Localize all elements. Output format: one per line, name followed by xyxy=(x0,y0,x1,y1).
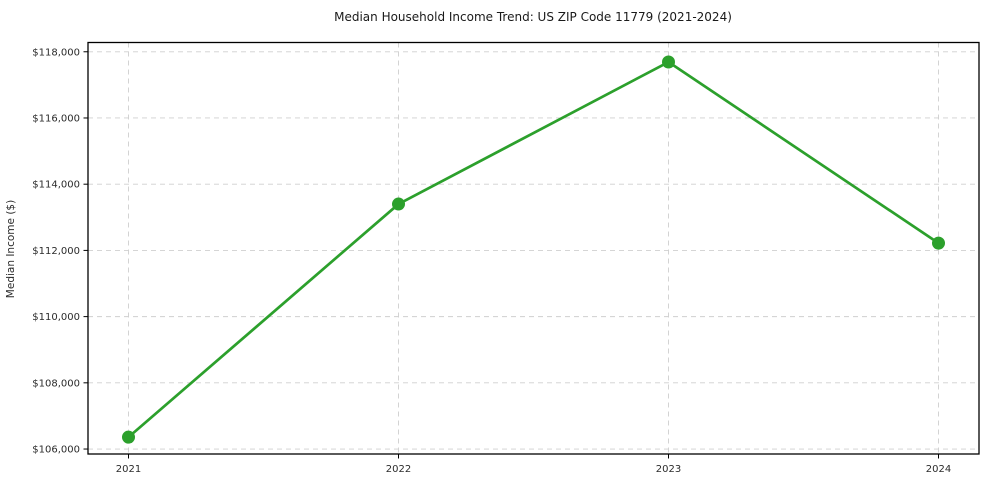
plot-area: $106,000 $108,000 $110,000 $112,000 $114,000… xyxy=(32,41,980,475)
x-tick-label: 2022 xyxy=(386,464,411,475)
data-point-2023 xyxy=(662,55,675,69)
plot-border xyxy=(87,41,980,455)
data-point-2021 xyxy=(122,430,135,444)
income-trend-line xyxy=(127,60,940,439)
data-point-2024 xyxy=(932,236,945,250)
chart-title: Median Household Income Trend: US ZIP Co… xyxy=(334,10,732,24)
y-tick-label: $116,000 xyxy=(32,113,80,124)
y-tick-label: $110,000 xyxy=(32,312,80,323)
y-tick-label: $112,000 xyxy=(32,246,80,257)
y-tick-label: $118,000 xyxy=(32,47,80,58)
data-point-2022 xyxy=(392,197,405,211)
y-tick-label: $108,000 xyxy=(32,378,80,389)
y-tick-label: $114,000 xyxy=(32,180,80,191)
x-tick-label: 2021 xyxy=(116,464,141,475)
y-axis-label: Median Income ($) xyxy=(5,200,17,298)
x-tick-label: 2024 xyxy=(926,464,951,475)
x-tick-label: 2023 xyxy=(656,464,681,475)
y-tick-label: $106,000 xyxy=(32,445,80,456)
